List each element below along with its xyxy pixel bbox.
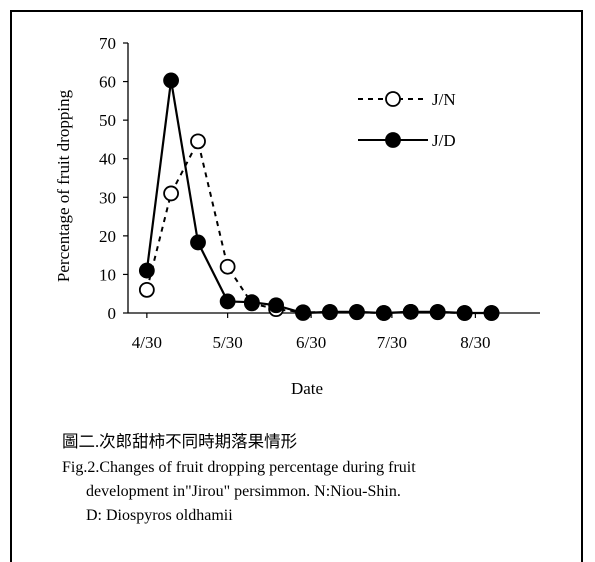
y-axis-label: Percentage of fruit dropping bbox=[54, 89, 73, 282]
series-line-j-n bbox=[145, 138, 492, 315]
data-point-j-d bbox=[483, 305, 500, 321]
figure-caption-chinese: 圖二.次郎甜柿不同時期落果情形 bbox=[62, 432, 298, 451]
y-tick-label: 30 bbox=[99, 188, 116, 207]
y-tick-label: 10 bbox=[99, 265, 116, 284]
figure-caption-english-line-3: D: Diospyros oldhamii bbox=[86, 507, 233, 524]
x-tick-label: 6/30 bbox=[296, 333, 326, 352]
data-point-j-d bbox=[429, 303, 446, 320]
data-point-j-d bbox=[295, 305, 311, 321]
figure-frame bbox=[10, 10, 583, 562]
data-point-j-n bbox=[190, 133, 206, 150]
y-tick-label: 70 bbox=[99, 34, 116, 53]
y-tick-label: 50 bbox=[99, 111, 116, 130]
legend-marker bbox=[385, 91, 401, 107]
y-tick-label: 0 bbox=[108, 304, 117, 323]
legend-label: J/D bbox=[432, 131, 456, 150]
data-point-j-d bbox=[243, 294, 260, 311]
y-tick-label: 20 bbox=[99, 227, 116, 246]
data-point-j-n bbox=[163, 185, 179, 202]
chart-axes: 0 10 20 30 40 50 60 70 4/30 5/30 6/30 7/30 8/30 bbox=[99, 34, 540, 352]
data-point-j-d bbox=[375, 305, 392, 321]
series-line-j-d bbox=[145, 80, 492, 315]
figure-caption-english-line-1: Fig.2.Changes of fruit dropping percenta… bbox=[62, 459, 416, 476]
y-tick-label: 60 bbox=[99, 73, 116, 92]
legend-marker bbox=[385, 132, 401, 148]
x-tick-label: 7/30 bbox=[377, 333, 407, 352]
legend-label: J/N bbox=[432, 90, 456, 109]
data-point-j-d bbox=[402, 303, 419, 320]
data-point-j-d bbox=[456, 305, 473, 321]
data-point-j-d bbox=[348, 303, 365, 320]
data-point-j-d bbox=[322, 303, 338, 320]
chart-series bbox=[138, 72, 500, 321]
data-point-j-n bbox=[219, 258, 236, 275]
data-point-j-d bbox=[268, 297, 285, 314]
x-tick-label: 5/30 bbox=[213, 333, 243, 352]
data-point-j-d bbox=[163, 72, 179, 89]
data-point-j-d bbox=[138, 262, 155, 279]
y-tick-label: 40 bbox=[99, 150, 116, 169]
data-point-j-n bbox=[138, 281, 155, 298]
data-point-j-d bbox=[219, 293, 236, 310]
x-tick-label: 8/30 bbox=[460, 333, 490, 352]
x-axis-label: Date bbox=[291, 379, 323, 398]
figure-caption-english-line-2: development in"Jirou" persimmon. N:Niou-… bbox=[86, 483, 401, 500]
x-tick-label: 4/30 bbox=[132, 333, 162, 352]
chart-legend: J/N J/D bbox=[358, 90, 456, 150]
data-point-j-d bbox=[190, 234, 206, 251]
